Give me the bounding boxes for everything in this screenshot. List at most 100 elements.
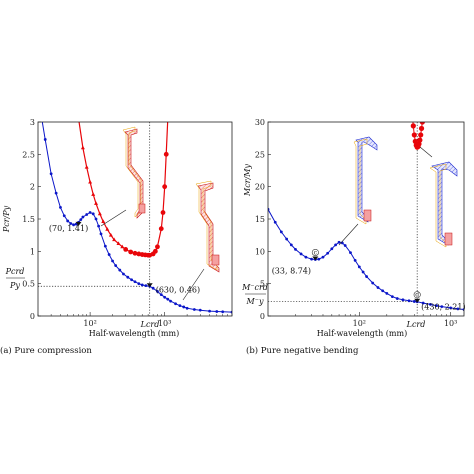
b-series-point-red (421, 106, 426, 111)
svg-text:Py: Py (9, 281, 20, 290)
a-series-point-red (112, 237, 117, 242)
a-series-point-blue (163, 295, 167, 299)
b-series-point-blue (294, 247, 297, 251)
b-mode-marker-letter: c (314, 249, 318, 256)
b-series-point-red (416, 141, 422, 147)
b-x-tick-label: 10³ (444, 319, 457, 328)
a-series-point-blue (159, 293, 163, 297)
b-series-point-red (419, 122, 425, 125)
a-series-point-blue (221, 310, 225, 314)
b-series-point-blue (401, 298, 405, 302)
b-y-axis-label: Mcr/My (243, 164, 252, 197)
a-series-point-blue (94, 217, 98, 221)
a-series-point-red (152, 248, 158, 254)
b-ref-lines (268, 122, 418, 316)
b-series-line-blue (268, 209, 464, 310)
a-series-point-blue (107, 253, 111, 256)
a-y-tick-label: 0.5 (22, 280, 35, 289)
a-series-point-blue (144, 284, 148, 288)
a-series-point-red (120, 244, 125, 249)
a-series-point-red (158, 226, 164, 232)
b-point-label: (430, 2.21) (421, 303, 465, 312)
b-section-sketch-1 (353, 136, 378, 225)
a-series-point-blue (137, 282, 141, 286)
svg-text:Pcr/Py: Pcr/Py (2, 205, 11, 233)
a-series-point-red (97, 211, 102, 216)
b-series-point-blue (412, 300, 416, 303)
b-series-group (268, 106, 464, 311)
a-series-point-blue (99, 232, 103, 236)
b-series-point-blue (326, 251, 330, 255)
b-y-tick-label: 0 (260, 312, 265, 321)
a-series-point-blue (169, 299, 172, 303)
panel-a: (70, 1.41)(630, 0.46) 00.511.522.53 10² 1… (0, 116, 233, 356)
a-series-point-blue (91, 212, 95, 216)
b-series-point-blue (449, 306, 453, 310)
a-x-tick-label: 10² (83, 319, 96, 328)
b-series-point-blue (337, 240, 341, 244)
a-section-sketch-1 (122, 126, 146, 219)
a-plot-frame (37, 121, 233, 317)
a-series-point-blue (156, 290, 159, 293)
a-series-point-blue (208, 309, 211, 313)
a-series-group (41, 116, 232, 314)
b-x-tick-label: 10² (353, 319, 366, 328)
b-series-point-blue (395, 297, 399, 300)
b-series-point-red (421, 113, 426, 118)
a-series-point-blue (130, 278, 133, 282)
a-series-point-red (116, 241, 121, 245)
b-series-point-blue (285, 237, 289, 241)
a-series-point-blue (72, 223, 75, 227)
a-series-point-blue (114, 264, 118, 267)
a-x-axis-label: Half-wavelength (mm) (89, 329, 179, 338)
a-series-point-red (84, 165, 89, 169)
a-series-point-blue (66, 219, 70, 223)
a-series-point-blue (151, 286, 155, 290)
a-y-tick-label: 2 (30, 183, 35, 192)
b-series-point-blue (361, 270, 365, 274)
b-x-ticks: 10² 10³ (295, 312, 457, 328)
a-series-point-red (165, 116, 170, 121)
b-series-point-blue (381, 289, 385, 293)
b-series-point-blue (371, 281, 375, 285)
b-series-point-blue (273, 220, 277, 224)
a-point-label: (70, 1.41) (49, 224, 88, 233)
a-series-point-blue (174, 302, 177, 306)
a-series-point-red (101, 219, 106, 223)
b-series-point-blue (353, 258, 357, 262)
b-series-point-blue (428, 302, 432, 306)
a-series-point-blue (54, 191, 58, 195)
b-y-tick-label: 30 (255, 118, 265, 127)
a-series-point-blue (122, 272, 125, 276)
a-point-label: (630, 0.46) (156, 285, 200, 294)
a-series-point-blue (185, 306, 189, 310)
b-series-point-blue (456, 307, 460, 311)
a-series-point-blue (215, 310, 219, 313)
b-y-tick-label: 20 (255, 183, 265, 192)
a-series-line-red (78, 122, 169, 256)
a-point-marker (75, 221, 82, 226)
b-series-point-blue (349, 251, 352, 255)
a-series-point-red (105, 227, 110, 231)
b-point-marker (414, 298, 421, 303)
a-series-point-blue (140, 283, 144, 287)
a-series-point-blue (85, 213, 89, 216)
b-series-point-blue (289, 243, 293, 247)
b-caption: (b) Pure negative bending (246, 345, 359, 356)
a-x-tick-label: 10³ (158, 319, 171, 328)
a-series-point-red (128, 249, 134, 255)
a-series-point-blue (133, 280, 137, 284)
b-series-point-blue (334, 243, 338, 247)
a-y-tick-label: 1 (30, 247, 35, 256)
a-series-point-blue (103, 244, 107, 248)
b-series-point-red (411, 132, 417, 138)
b-series-point-blue (385, 291, 389, 295)
b-mode-marker (311, 248, 319, 256)
b-series-point-red (410, 123, 416, 129)
b-y-tick-label: 5 (260, 280, 265, 289)
b-lcrd-label: Lcrd (406, 320, 426, 329)
a-y-axis-label: Pcr/Py (2, 205, 11, 233)
b-annotated-points: c (33, 8.74) d(430, 2.21) (272, 248, 466, 312)
a-y-tick-label: 1.5 (22, 215, 35, 224)
